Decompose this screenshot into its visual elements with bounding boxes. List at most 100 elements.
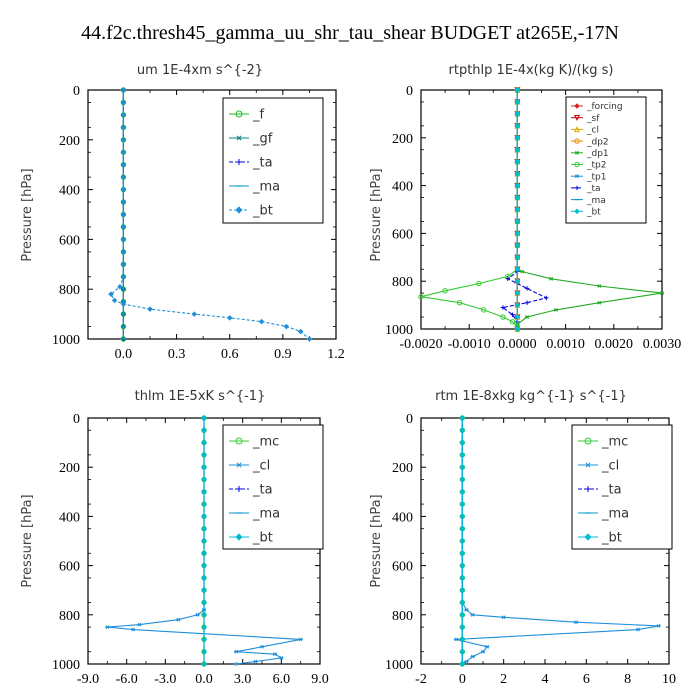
- data-point-cl: [279, 655, 284, 660]
- y-tick-label: 800: [392, 275, 413, 290]
- panel-thlm: thlm 1E-5xK s^{-1} Pressure [hPa] 0 200 40…: [20, 389, 329, 687]
- data-point-bt: [201, 562, 207, 569]
- y-tick-label: 800: [59, 283, 80, 298]
- data-point-cl: [234, 662, 239, 666]
- y-tick-label: 600: [59, 233, 80, 248]
- data-point-bt: [201, 501, 207, 507]
- data-point-bt: [459, 538, 466, 544]
- panel-um: um 1E-4xm s^{-2} Pressure [hPa] 0 200 400 6…: [20, 63, 345, 362]
- data-point-bt: [514, 146, 521, 153]
- x-tick-label: 0.9: [274, 347, 292, 362]
- legend-marker: [584, 533, 592, 541]
- legend-marker: [235, 110, 243, 118]
- data-point-bt: [201, 538, 207, 544]
- legend-marker: [236, 159, 242, 165]
- y-tick-label: 1000: [385, 658, 413, 673]
- legend-marker: [585, 462, 591, 468]
- x-tick-label: 0: [459, 672, 466, 687]
- data-point-dp1: [659, 291, 665, 296]
- y-tick-label: 0: [406, 412, 413, 427]
- data-point-bt: [201, 648, 207, 655]
- y-axis-label-rtpthlp: Pressure [hPa]: [369, 168, 384, 261]
- x-tick-label: 1.2: [327, 347, 345, 362]
- data-point-bt: [514, 314, 521, 320]
- x-tick-label: 0.3: [168, 347, 186, 362]
- data-point-bt: [459, 636, 466, 643]
- data-point-bt: [120, 199, 127, 205]
- y-axis-label-um: Pressure [hPa]: [20, 168, 35, 261]
- data-point-bt: [147, 306, 153, 312]
- data-point-bt: [459, 575, 466, 581]
- data-point-bt: [120, 261, 127, 268]
- legend-marker: [235, 206, 243, 214]
- data-point-bt: [514, 135, 521, 141]
- x-tick-label: 6: [583, 672, 590, 687]
- x-tick-label: -2: [415, 672, 427, 687]
- data-point-bt: [201, 599, 207, 606]
- series-line-tp2: [420, 90, 518, 329]
- data-point-bt: [201, 624, 207, 630]
- data-point-bt: [201, 636, 207, 643]
- data-point-bt: [459, 525, 466, 532]
- data-point-dp1: [597, 300, 602, 305]
- data-point-tp2: [418, 294, 424, 300]
- legend-label: _ta: [586, 184, 601, 194]
- x-tick-label: 4: [542, 672, 549, 687]
- data-point-bt: [459, 464, 466, 470]
- data-point-bt: [459, 501, 466, 507]
- data-point-bt: [201, 452, 207, 458]
- data-point-bt: [201, 513, 207, 520]
- legend-label: _ta: [601, 483, 622, 498]
- data-point-bt: [111, 297, 118, 304]
- legend-label: _dp1: [586, 149, 609, 159]
- data-point-bt: [459, 587, 466, 593]
- x-tick-label: 0.0: [115, 347, 133, 362]
- y-tick-label: 400: [59, 510, 80, 525]
- legend-label: _ma: [586, 196, 606, 206]
- data-point-bt: [459, 427, 466, 434]
- legend-marker: [585, 486, 591, 492]
- data-point-bt: [514, 218, 521, 225]
- data-point-cl: [464, 607, 469, 612]
- panel-title-um: um 1E-4xm s^{-2}: [137, 63, 263, 78]
- data-point-bt: [201, 415, 207, 421]
- data-point-bt: [120, 186, 127, 193]
- legend-box: [571, 424, 673, 550]
- legend-label: _f: [252, 108, 265, 123]
- y-tick-label: 400: [392, 180, 413, 195]
- legend-label: _bt: [252, 531, 273, 546]
- data-point-bt: [201, 550, 207, 557]
- data-point-dp1: [524, 315, 530, 319]
- data-point-tp2: [442, 288, 448, 294]
- x-tick-label: 8: [624, 672, 631, 687]
- data-point-bt: [459, 624, 466, 630]
- y-tick-label: 0: [406, 84, 413, 99]
- legend-marker: [236, 135, 242, 141]
- data-point-bt: [120, 112, 127, 118]
- data-point-ta: [524, 286, 530, 291]
- legend-label: _cl: [252, 459, 270, 474]
- y-tick-label: 200: [392, 132, 413, 147]
- data-point-bt: [120, 211, 127, 218]
- y-tick-label: 1000: [52, 658, 80, 673]
- data-point-bt: [514, 170, 521, 177]
- panel-title-thlm: thlm 1E-5xK s^{-1}: [135, 389, 266, 404]
- data-point-bt: [226, 315, 233, 321]
- data-point-ta: [510, 312, 515, 317]
- data-point-cl: [453, 637, 459, 642]
- data-point-bt: [514, 111, 521, 117]
- y-axis-label-rtm: Pressure [hPa]: [369, 494, 384, 587]
- x-tick-label: -6.0: [116, 672, 138, 687]
- legend-label: _bt: [601, 531, 622, 546]
- data-point-bt: [120, 236, 127, 243]
- legend-label: _tp1: [586, 172, 606, 182]
- data-point-bt: [514, 99, 521, 105]
- data-point-cl: [470, 612, 475, 617]
- y-axis-label-thlm: Pressure [hPa]: [20, 494, 35, 587]
- data-point-bt: [459, 550, 466, 557]
- data-point-bt: [514, 266, 521, 273]
- data-point-dp1: [597, 284, 602, 288]
- y-tick-label: 600: [59, 560, 80, 575]
- x-tick-label: -0.0020: [399, 337, 442, 352]
